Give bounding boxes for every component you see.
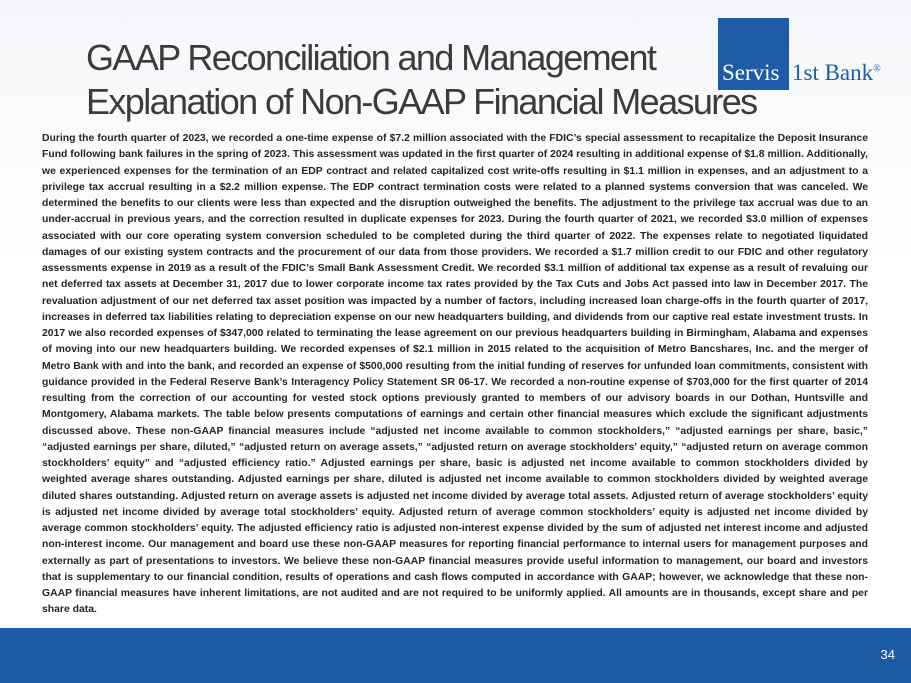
title-line: Explanation of Non-GAAP Financial Measur… [86,81,758,122]
logo-text: 1st Bank® [792,60,881,86]
page-number: 34 [880,647,895,662]
logo-mark: ® [873,63,881,75]
title-line: GAAP Reconciliation and Management [86,37,657,78]
body-paragraph: During the fourth quarter of 2023, we re… [42,133,868,616]
logo-box [718,18,789,90]
title: GAAP Reconciliation and Management Expla… [86,36,758,124]
footer-bar: 34 [0,628,911,683]
logo-name: 1st Bank [792,60,874,85]
logo-box-text: Servis [722,60,780,85]
